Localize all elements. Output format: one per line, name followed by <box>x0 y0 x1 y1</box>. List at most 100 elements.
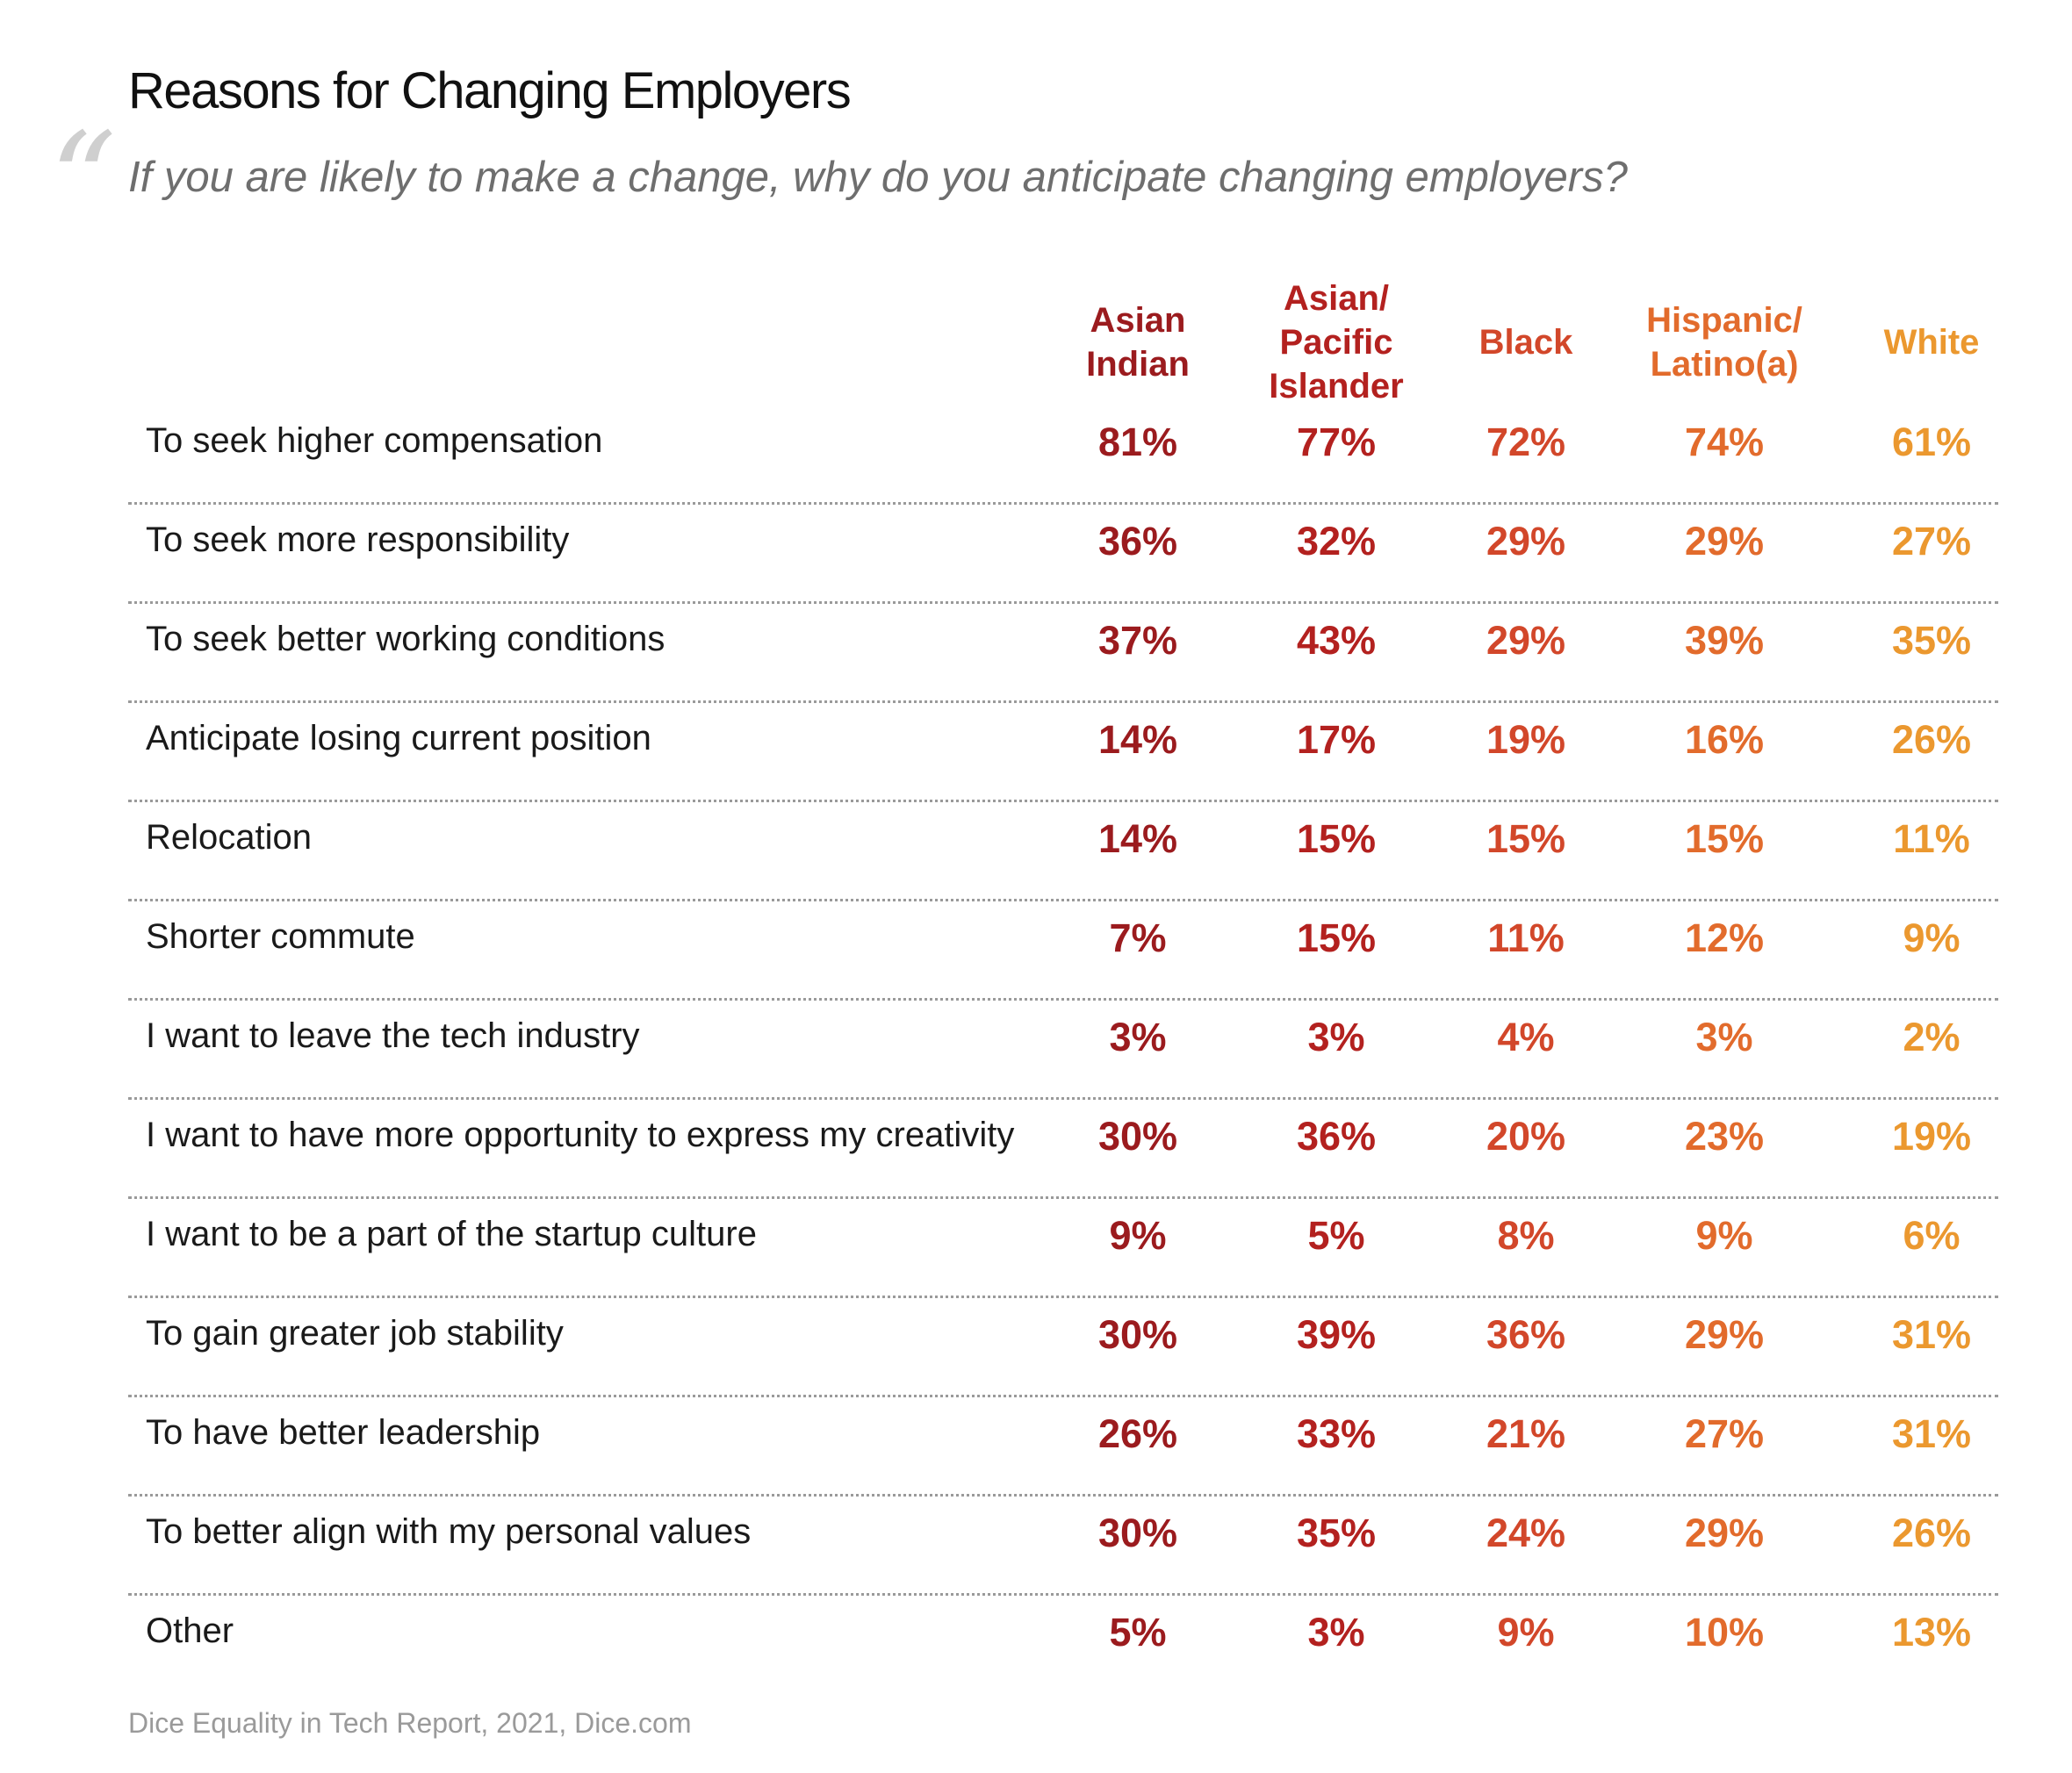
row-label: To gain greater job stability <box>146 1314 564 1353</box>
value-cell: 74% <box>1684 420 1765 464</box>
value-cell: 31% <box>1891 1312 1972 1357</box>
row-label: Shorter commute <box>146 917 415 956</box>
value-cell: 27% <box>1891 519 1972 563</box>
value-cell: 2% <box>1903 1015 1960 1059</box>
row-label: Anticipate losing current position <box>146 719 651 757</box>
value-cell: 29% <box>1486 519 1566 563</box>
table-row: Shorter commute 7% 15% 11% 12% 9% <box>128 901 1998 1001</box>
value-cell: 20% <box>1486 1114 1566 1159</box>
value-cell: 26% <box>1097 1411 1178 1456</box>
value-cell: 31% <box>1891 1411 1972 1456</box>
row-label: To seek more responsibility <box>146 520 570 559</box>
value-cell: 36% <box>1486 1312 1566 1357</box>
value-cell: 12% <box>1684 915 1765 960</box>
value-cell: 36% <box>1097 519 1178 563</box>
value-cell: 81% <box>1097 420 1178 464</box>
value-cell: 14% <box>1097 717 1178 762</box>
value-cell: 23% <box>1684 1114 1765 1159</box>
column-header: Hispanic/ Latino(a) <box>1646 301 1802 384</box>
value-cell: 17% <box>1296 717 1377 762</box>
row-label: To seek better working conditions <box>146 620 665 658</box>
value-cell: 35% <box>1296 1511 1377 1555</box>
row-label: To better align with my personal values <box>146 1512 752 1551</box>
value-cell: 11% <box>1893 816 1970 861</box>
source-footer: Dice Equality in Tech Report, 2021, Dice… <box>128 1707 692 1739</box>
value-cell: 9% <box>1903 915 1960 960</box>
row-label: I want to be a part of the startup cultu… <box>146 1215 757 1253</box>
value-cell: 29% <box>1684 519 1765 563</box>
value-cell: 8% <box>1497 1213 1555 1258</box>
chart-subtitle: If you are likely to make a change, why … <box>128 154 1628 201</box>
table-row: To seek better working conditions 37% 43% 2… <box>128 604 1998 703</box>
column-header: White <box>1883 323 1980 362</box>
value-cell: 13% <box>1891 1610 1972 1655</box>
table-row: I want to have more opportunity to expre… <box>128 1100 1998 1199</box>
value-cell: 9% <box>1497 1610 1555 1655</box>
value-cell: 39% <box>1684 618 1765 663</box>
value-cell: 43% <box>1296 618 1377 663</box>
column-header: Asian/ Pacific Islander <box>1269 279 1404 406</box>
row-label: Other <box>146 1611 234 1650</box>
row-label: To seek higher compensation <box>146 421 603 460</box>
value-cell: 6% <box>1903 1213 1960 1258</box>
table-row: Other 5% 3% 9% 10% 13% <box>128 1596 1998 1695</box>
value-cell: 3% <box>1695 1015 1753 1059</box>
value-cell: 27% <box>1684 1411 1765 1456</box>
value-cell: 3% <box>1307 1015 1365 1059</box>
quote-mark-icon: “ <box>49 105 117 258</box>
value-cell: 9% <box>1109 1213 1167 1258</box>
value-cell: 29% <box>1684 1312 1765 1357</box>
value-cell: 26% <box>1891 717 1972 762</box>
value-cell: 61% <box>1891 420 1972 464</box>
value-cell: 39% <box>1296 1312 1377 1357</box>
value-cell: 30% <box>1097 1312 1178 1357</box>
value-cell: 72% <box>1486 420 1566 464</box>
table-row: Relocation 14% 15% 15% 15% 11% <box>128 802 1998 901</box>
row-label: Relocation <box>146 818 313 857</box>
table-row: I want to leave the tech industry 3% 3% 4% 3… <box>128 1001 1998 1100</box>
value-cell: 29% <box>1684 1511 1765 1555</box>
value-cell: 35% <box>1891 618 1972 663</box>
value-cell: 10% <box>1684 1610 1765 1655</box>
value-cell: 37% <box>1097 618 1178 663</box>
value-cell: 19% <box>1891 1114 1972 1159</box>
value-cell: 30% <box>1097 1511 1178 1555</box>
value-cell: 5% <box>1109 1610 1167 1655</box>
row-label: To have better leadership <box>146 1413 541 1452</box>
value-cell: 16% <box>1684 717 1765 762</box>
value-cell: 77% <box>1296 420 1377 464</box>
table-row: To gain greater job stability 30% 39% 36% 29… <box>128 1298 1998 1397</box>
value-cell: 7% <box>1109 915 1167 960</box>
value-cell: 3% <box>1307 1610 1365 1655</box>
value-cell: 15% <box>1486 816 1566 861</box>
chart-title: Reasons for Changing Employers <box>128 62 852 119</box>
value-cell: 15% <box>1684 816 1765 861</box>
value-cell: 15% <box>1296 816 1377 861</box>
table-row: To have better leadership 26% 33% 21% 27% 31% <box>128 1397 1998 1497</box>
table-row: To better align with my personal values 3… <box>128 1497 1998 1596</box>
value-cell: 4% <box>1497 1015 1555 1059</box>
row-label: I want to leave the tech industry <box>146 1016 640 1055</box>
value-cell: 3% <box>1109 1015 1167 1059</box>
value-cell: 9% <box>1695 1213 1753 1258</box>
value-cell: 26% <box>1891 1511 1972 1555</box>
table-row: To seek higher compensation 81% 77% 72% 74% 6… <box>128 406 1998 505</box>
value-cell: 30% <box>1097 1114 1178 1159</box>
value-cell: 19% <box>1486 717 1566 762</box>
value-cell: 29% <box>1486 618 1566 663</box>
value-cell: 33% <box>1296 1411 1377 1456</box>
value-cell: 15% <box>1296 915 1377 960</box>
table-row: To seek more responsibility 36% 32% 29% 29% 2… <box>128 505 1998 604</box>
value-cell: 36% <box>1296 1114 1377 1159</box>
value-cell: 32% <box>1296 519 1377 563</box>
column-header: Black <box>1478 323 1573 362</box>
row-label: I want to have more opportunity to expre… <box>146 1116 1015 1154</box>
value-cell: 24% <box>1486 1511 1566 1555</box>
table-row: I want to be a part of the startup cultu… <box>128 1199 1998 1298</box>
value-cell: 5% <box>1307 1213 1365 1258</box>
value-cell: 21% <box>1486 1411 1566 1456</box>
value-cell: 14% <box>1097 816 1178 861</box>
value-cell: 11% <box>1487 915 1565 960</box>
column-header: Asian Indian <box>1086 301 1190 384</box>
table-row: Anticipate losing current position 14% 17%… <box>128 703 1998 802</box>
